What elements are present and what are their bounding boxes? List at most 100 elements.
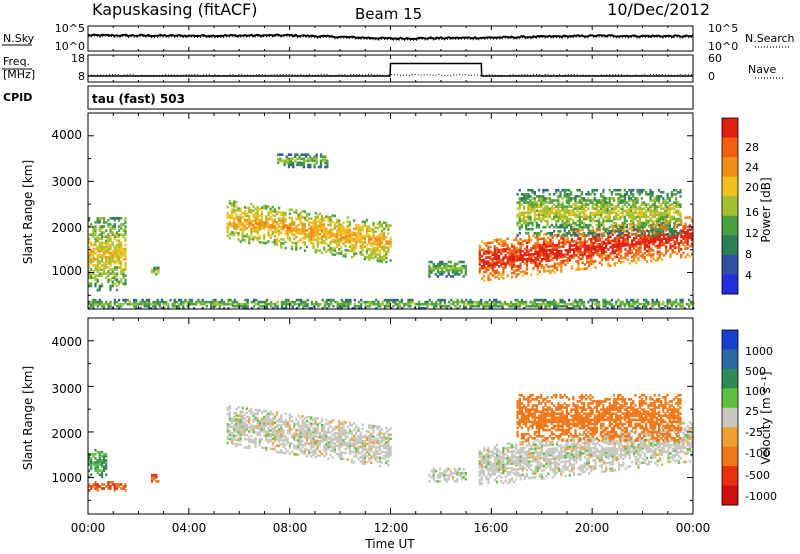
power-echo-cell xyxy=(113,245,116,249)
power-echo-cell xyxy=(122,298,125,302)
power-echo-cell xyxy=(449,260,452,264)
power-echo-cell xyxy=(617,203,620,206)
power-echo-cell xyxy=(675,223,678,227)
power-echo-cell xyxy=(508,261,511,265)
power-echo-cell xyxy=(329,216,332,219)
power-echo-cell xyxy=(515,269,518,272)
power-echo-cell xyxy=(540,249,544,253)
power-echo-cell xyxy=(314,248,317,252)
power-echo-cell xyxy=(608,213,611,217)
power-echo-cell xyxy=(611,239,614,243)
power-echo-cell xyxy=(570,217,573,221)
power-echo-cell xyxy=(643,239,646,243)
power-echo-cell xyxy=(233,231,236,234)
power-echo-cell xyxy=(361,241,364,244)
power-echo-cell xyxy=(298,304,301,308)
power-echo-cell xyxy=(606,213,609,217)
power-echo-cell xyxy=(581,257,584,260)
power-echo-cell xyxy=(439,262,442,266)
power-echo-cell xyxy=(594,266,597,269)
power-echo-cell xyxy=(587,217,590,221)
power-echo-cell xyxy=(613,243,616,246)
power-echo-cell xyxy=(574,223,577,227)
power-echo-cell xyxy=(265,217,268,220)
velocity-echo-cell xyxy=(260,429,264,433)
power-echo-cell xyxy=(282,225,285,229)
power-echo-cell xyxy=(350,249,354,253)
power-echo-cell xyxy=(637,222,640,225)
power-echo-cell xyxy=(413,302,416,306)
power-echo-cell xyxy=(396,298,399,302)
power-echo-cell xyxy=(258,222,261,226)
velocity-echo-cell xyxy=(245,438,249,441)
power-echo-cell xyxy=(602,197,605,200)
velocity-echo-cell xyxy=(90,457,93,460)
power-echo-cell xyxy=(260,214,264,218)
power-echo-cell xyxy=(570,205,573,208)
power-echo-cell xyxy=(645,243,649,247)
power-echo-cell xyxy=(651,298,654,302)
velocity-echo-cell xyxy=(256,431,259,434)
power-echo-cell xyxy=(212,298,215,302)
power-echo-cell xyxy=(520,217,523,221)
velocity-echo-cell xyxy=(120,487,123,490)
power-echo-cell xyxy=(328,302,331,306)
power-echo-cell xyxy=(378,245,381,248)
power-echo-cell xyxy=(312,244,315,247)
velocity-echo-cell xyxy=(254,443,257,446)
power-echo-cell xyxy=(538,209,541,213)
power-echo-cell xyxy=(624,242,627,245)
power-echo-cell xyxy=(600,207,603,210)
power-echo-cell xyxy=(478,261,481,264)
power-echo-cell xyxy=(623,302,626,306)
velocity-echo-cell xyxy=(235,428,238,431)
power-echo-cell xyxy=(306,302,309,306)
power-echo-cell xyxy=(643,246,646,249)
power-echo-cell xyxy=(372,232,375,235)
power-echo-cell xyxy=(576,188,579,192)
power-echo-cell xyxy=(323,304,326,308)
velocity-echo-cell xyxy=(96,467,99,470)
power-echo-cell xyxy=(596,245,599,248)
power-echo-cell xyxy=(233,225,236,228)
power-echo-cell xyxy=(529,300,532,304)
power-echo-cell xyxy=(523,307,526,310)
power-echo-cell xyxy=(460,300,463,304)
power-echo-cell xyxy=(487,266,490,269)
power-echo-cell xyxy=(508,259,511,263)
power-echo-cell xyxy=(265,307,268,310)
power-echo-cell xyxy=(473,300,476,304)
power-echo-cell xyxy=(368,235,371,239)
power-echo-cell xyxy=(513,255,516,258)
power-echo-cell xyxy=(350,235,354,238)
velocity-echo-cell xyxy=(239,427,242,430)
power-echo-cell xyxy=(607,264,610,268)
power-echo-cell xyxy=(519,248,522,251)
power-echo-cell xyxy=(532,259,535,262)
power-echo-cell xyxy=(405,302,408,306)
power-echo-cell xyxy=(310,221,313,225)
power-echo-cell xyxy=(302,157,305,161)
power-echo-cell xyxy=(498,248,501,252)
velocity-echo-cell xyxy=(254,427,257,430)
power-echo-cell xyxy=(353,237,356,241)
power-echo-cell xyxy=(331,253,334,256)
power-echo-cell xyxy=(340,252,343,255)
power-echo-cell xyxy=(253,300,256,304)
power-echo-cell xyxy=(269,224,272,227)
power-echo-cell xyxy=(235,215,238,218)
power-echo-cell xyxy=(559,298,562,302)
power-echo-cell xyxy=(280,217,283,220)
velocity-echo-cell xyxy=(98,485,101,488)
power-echo-cell xyxy=(273,220,276,224)
power-echo-cell xyxy=(312,225,315,229)
power-echo-cell xyxy=(673,207,676,210)
power-echo-cell xyxy=(595,298,598,302)
power-echo-cell xyxy=(493,238,496,242)
power-echo-cell xyxy=(617,188,620,192)
power-echo-cell xyxy=(668,234,671,237)
power-echo-cell xyxy=(290,247,294,251)
power-echo-cell xyxy=(287,165,290,169)
power-echo-cell xyxy=(595,234,598,237)
power-echo-cell xyxy=(568,254,571,258)
